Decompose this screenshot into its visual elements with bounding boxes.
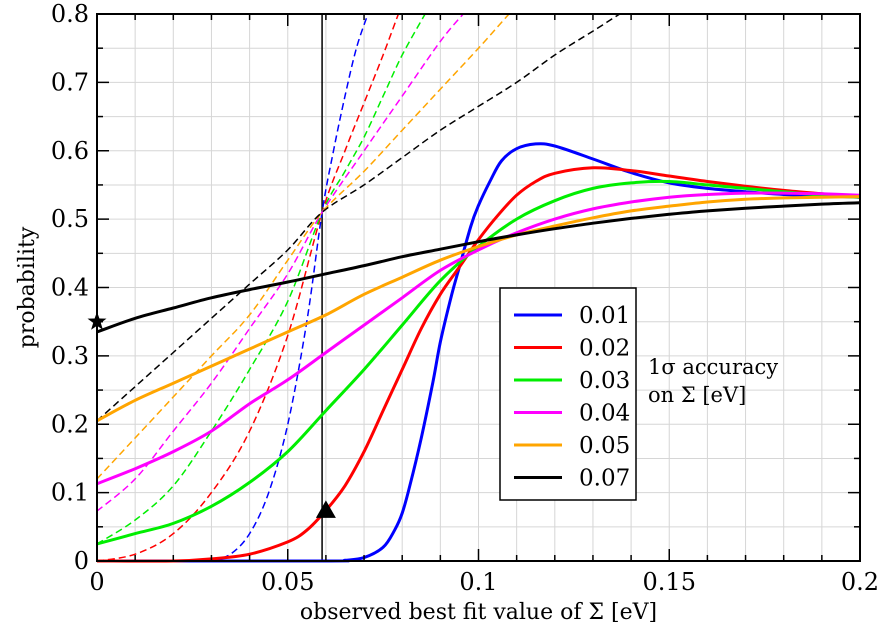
axis-ticks — [96, 13, 861, 562]
x-tick-label: 0.15 — [643, 568, 696, 596]
legend-entry: 0.07 — [579, 466, 630, 492]
annotation-line-1: 1σ accuracy — [648, 355, 778, 379]
x-tick-label: 0.1 — [459, 568, 497, 596]
series-line-0.05 — [96, 195, 861, 423]
y-tick-label: 0.5 — [51, 205, 89, 233]
legend-entry: 0.05 — [579, 433, 630, 459]
y-tick-label: 0.3 — [51, 342, 89, 370]
x-tick-label: 0 — [89, 568, 104, 596]
legend: 0.01 0.02 0.03 0.04 0.05 0.07 — [499, 287, 637, 501]
dashed-curve — [96, 13, 464, 512]
y-tick-label: 0.7 — [51, 68, 89, 96]
triangle-marker — [315, 500, 336, 518]
x-tick-label: 0.05 — [261, 568, 314, 596]
y-tick-label: 0 — [74, 547, 89, 575]
solid-curves — [96, 142, 861, 563]
series-line-0.04 — [96, 191, 861, 486]
y-tick-label: 0.6 — [51, 137, 89, 165]
dashed-curve — [96, 13, 621, 422]
dashed-curves — [96, 13, 621, 562]
y-tick-label: 0.1 — [51, 479, 89, 507]
legend-entry: 0.02 — [579, 336, 630, 362]
x-axis-label: observed best fit value of Σ [eV] — [300, 600, 657, 625]
y-tick-label: 0.8 — [51, 0, 89, 28]
annotation-line-2: on Σ [eV] — [648, 383, 746, 407]
x-tick-label: 0.2 — [841, 568, 879, 596]
y-tick-label: 0.4 — [51, 274, 89, 302]
dashed-curve — [96, 13, 426, 545]
legend-entry: 0.03 — [579, 368, 630, 394]
tick-labels: 0 0.05 0.1 0.15 0.2 0 0.1 0.2 0.3 0.4 0.5 0.6 0.7 0.8 — [51, 0, 879, 596]
dashed-curve — [211, 13, 369, 562]
series-line-0.01 — [96, 142, 861, 563]
dashed-curve — [96, 13, 400, 562]
series-line-0.02 — [96, 166, 861, 563]
y-tick-label: 0.2 — [51, 410, 89, 438]
y-axis-label: probability — [15, 226, 40, 348]
legend-entry: 0.01 — [579, 303, 630, 329]
legend-box — [499, 287, 637, 501]
series-line-0.07 — [96, 201, 861, 334]
grid — [96, 13, 861, 562]
legend-entry: 0.04 — [579, 401, 630, 427]
